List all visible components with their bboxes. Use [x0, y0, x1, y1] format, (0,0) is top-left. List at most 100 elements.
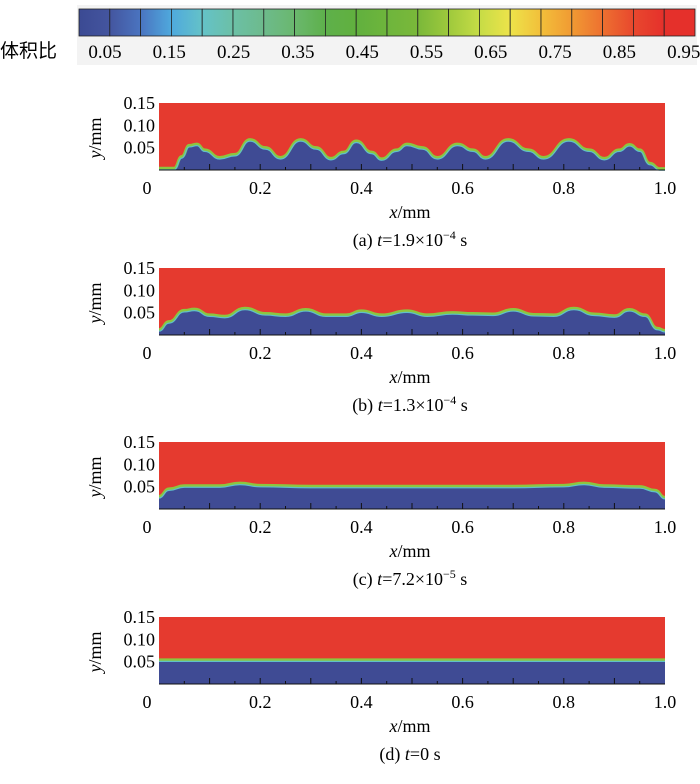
colorbar-cell [170, 8, 203, 37]
colorbar-cell [140, 8, 172, 37]
x-tick-label: 0.6 [451, 343, 474, 363]
colorbar-cell [294, 8, 326, 37]
colorbar-cell [663, 8, 696, 37]
liquid-phase-region [159, 659, 665, 684]
x-axis-label: x/mm [388, 716, 430, 736]
x-tick-label: 0.6 [451, 178, 474, 198]
caption-label: (a) [353, 230, 377, 251]
interface-band [158, 306, 666, 333]
colorbar-label: 体积比 [0, 40, 57, 62]
x-tick-label: 1.0 [654, 692, 677, 712]
y-tick-label: 0.15 [124, 607, 156, 627]
caption-var: t [378, 395, 384, 415]
x-tick-label: 0 [143, 178, 152, 198]
y-axis-var: y [85, 151, 105, 161]
y-tick-label: 0.05 [124, 477, 156, 497]
x-tick-label: 0.6 [451, 692, 474, 712]
caption-label: (c) [353, 569, 377, 590]
x-axis-label: x/mm [388, 367, 430, 387]
x-tick-label: 1.0 [654, 178, 677, 198]
colorbar-cell [355, 8, 388, 37]
colorbar-tick-label: 0.15 [153, 42, 186, 63]
colorbar: 体积比 0.05 0.15 0.25 0.35 0.45 0.55 0.65 0.75 0.85… [0, 5, 700, 65]
x-axis-label: x/mm [388, 541, 430, 561]
x-tick-label: 0.8 [553, 517, 576, 537]
x-axis-unit: /mm [397, 367, 430, 387]
colorbar-tick-label: 0.65 [474, 42, 507, 63]
x-axis-label: x/mm [388, 202, 430, 222]
x-tick-label: 0.6 [451, 517, 474, 537]
interface-band [159, 138, 665, 171]
liquid-phase-region [159, 483, 665, 509]
colorbar-cell [448, 8, 480, 37]
colorbar-tick-label: 0.95 [667, 42, 700, 63]
y-axis-label: y/mm [85, 631, 105, 674]
colorbar-cell [509, 8, 542, 37]
colorbar-cell [571, 8, 603, 37]
x-tick-label: 1.0 [654, 517, 677, 537]
y-axis-var: y [85, 316, 105, 326]
colorbar-cell [633, 8, 665, 37]
y-axis-unit: /mm [85, 117, 105, 150]
x-tick-label: 0 [143, 343, 152, 363]
caption-var: t [377, 569, 383, 589]
x-axis-var: x [388, 716, 397, 736]
y-tick-label: 0.10 [124, 454, 156, 474]
y-tick-label: 0.05 [124, 303, 156, 323]
colorbar-cell [386, 8, 419, 37]
caption-exponent: −5 [443, 567, 456, 581]
caption-exponent: −4 [444, 393, 457, 407]
colorbar-cell [78, 8, 111, 37]
x-tick-label: 0.4 [350, 692, 373, 712]
caption-unit: s [456, 230, 468, 250]
caption-label: (d) [379, 744, 405, 765]
x-tick-label: 0.2 [249, 517, 272, 537]
caption-unit: s [456, 395, 468, 415]
x-tick-label: 0.8 [553, 692, 576, 712]
caption-var: t [377, 230, 383, 250]
y-axis-label: y/mm [85, 456, 105, 499]
caption-var: t [405, 744, 411, 764]
y-axis-var: y [85, 665, 105, 675]
y-tick-label: 0.10 [124, 629, 156, 649]
y-tick-label: 0.05 [124, 138, 156, 158]
colorbar-cell [540, 8, 573, 37]
interface-inner-band [159, 140, 665, 171]
y-tick-label: 0.15 [124, 432, 156, 452]
x-axis-unit: /mm [397, 716, 430, 736]
caption-value: =0 s [410, 744, 441, 764]
x-axis-var: x [388, 541, 397, 561]
plot-panel: 0 0.2 0.4 0.6 0.8 1.00.050.100.15y/mmx/mm(b) … [85, 258, 676, 416]
x-tick-label: 0.2 [249, 343, 272, 363]
y-axis-unit: /mm [85, 282, 105, 315]
y-axis-label: y/mm [85, 117, 105, 160]
panel-caption: (a) t=1.9×10−4 s [353, 228, 468, 251]
x-tick-label: 0.4 [350, 178, 373, 198]
y-tick-label: 0.15 [124, 258, 156, 278]
y-tick-label: 0.05 [124, 652, 156, 672]
colorbar-cell [324, 8, 357, 37]
colorbar-cell [478, 8, 511, 37]
caption-unit: s [456, 569, 468, 589]
colorbar-tick-label: 0.05 [88, 42, 121, 63]
colorbar-cell [263, 8, 295, 37]
colorbar-cell [232, 8, 265, 37]
x-tick-label: 0.2 [249, 178, 272, 198]
plot-panel: 0 0.2 0.4 0.6 0.8 1.00.050.100.15y/mmx/mm(c) … [85, 432, 677, 590]
panel-caption: (c) t=7.2×10−5 s [353, 567, 468, 590]
x-axis-var: x [388, 202, 397, 222]
caption-value: =1.3×10 [383, 395, 444, 415]
y-tick-label: 0.10 [124, 115, 156, 135]
interface-inner-band [158, 309, 666, 333]
colorbar-cell [201, 8, 234, 37]
interface-band [158, 481, 666, 499]
colorbar-tick-label: 0.25 [217, 42, 250, 63]
caption-exponent: −4 [443, 228, 456, 242]
interface-inner-band [158, 483, 666, 500]
colorbar-tick-label: 0.45 [346, 42, 379, 63]
y-axis-label: y/mm [85, 282, 105, 325]
y-axis-unit: /mm [85, 456, 105, 489]
y-tick-label: 0.10 [124, 280, 156, 300]
colorbar-tick-label: 0.85 [603, 42, 636, 63]
